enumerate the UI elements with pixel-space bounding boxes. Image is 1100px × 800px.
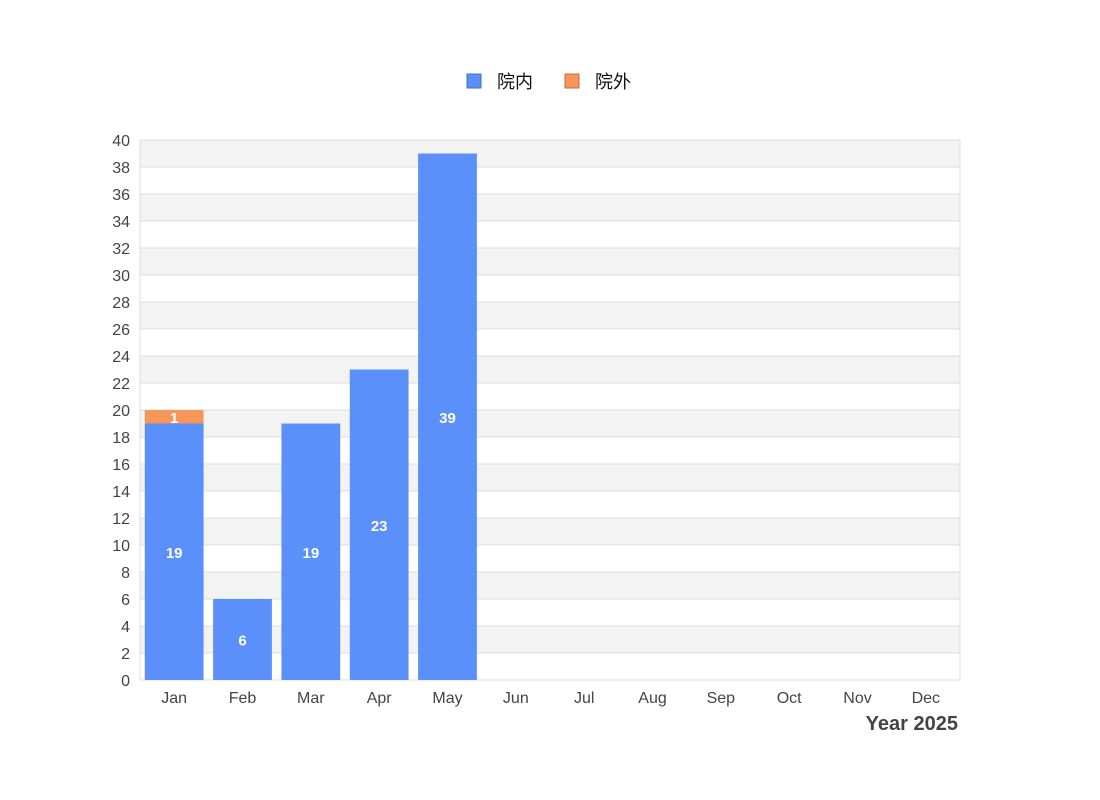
grid-band [140,356,960,383]
y-tick-label: 22 [112,376,130,393]
grid-band [140,302,960,329]
data-label-inside-jan: 19 [166,545,183,562]
bars [144,153,477,680]
y-tick-label: 34 [112,214,130,231]
x-tick-label: Dec [912,690,940,707]
data-label-outside-jan: 1 [170,410,178,427]
bar-outside-jan [144,410,204,424]
y-tick-label: 12 [112,511,130,528]
data-label-inside-apr: 23 [371,518,388,535]
y-tick-label: 40 [112,133,130,150]
y-tick-label: 14 [112,484,130,501]
y-tick-label: 24 [112,349,130,366]
data-label-inside-may: 39 [439,410,456,427]
legend: 院内 院外 [466,72,631,93]
y-tick-label: 38 [112,160,130,177]
x-tick-label: Aug [638,690,666,707]
grid-band [140,410,960,437]
legend-label-outside: 院外 [595,72,631,93]
grid-band [140,599,960,626]
y-tick-label: 2 [121,646,130,663]
grid-band [140,545,960,572]
x-axis-title: Year 2025 [866,713,958,735]
x-axis: Jan Feb Mar Apr May Jun Jul Aug Sep Oct Nov Dec [161,690,940,707]
y-tick-label: 28 [112,295,130,312]
legend-label-inside: 院内 [497,72,533,93]
grid-band [140,140,960,167]
grid-band [140,167,960,194]
grid-band [140,626,960,653]
grid-band [140,572,960,599]
bar-inside-may [418,153,477,680]
y-tick-label: 18 [112,430,130,447]
bar-inside-mar [281,423,341,680]
bar-inside-jan [144,423,204,680]
y-tick-label: 30 [112,268,130,285]
grid-band [140,491,960,518]
x-tick-label: Feb [229,690,257,707]
y-tick-label: 26 [112,322,130,339]
y-tick-label: 4 [121,619,130,636]
bar-inside-feb [213,599,272,680]
x-tick-label: Sep [707,690,736,707]
grid-band [140,275,960,302]
grid-band [140,653,960,680]
legend-swatch-inside [466,73,482,89]
grid-band [140,329,960,356]
bar-labels: 19 1 6 19 23 39 [166,410,456,650]
grid-band [140,383,960,410]
grid-band [140,221,960,248]
y-tick-label: 16 [112,457,130,474]
legend-item-outside[interactable]: 院外 [564,72,631,93]
plot-border [139,139,961,681]
x-tick-label: Oct [777,690,802,707]
x-tick-label: Apr [367,690,393,707]
grid-band [140,194,960,221]
plot-background [139,139,961,681]
y-tick-label: 10 [112,538,130,555]
x-tick-label: Mar [297,690,325,707]
x-tick-label: Jun [503,690,529,707]
y-tick-label: 8 [121,565,130,582]
data-label-inside-mar: 19 [302,545,319,562]
x-tick-label: Jan [161,690,187,707]
bar-inside-apr [349,369,409,680]
legend-swatch-outside [564,73,580,89]
legend-item-inside[interactable]: 院内 [466,72,533,93]
x-tick-label: Jul [574,690,594,707]
grid-band [140,248,960,275]
grid-band [140,518,960,545]
grid-band [140,464,960,491]
y-tick-label: 0 [121,673,130,690]
y-tick-label: 6 [121,592,130,609]
data-label-inside-feb: 6 [238,633,246,650]
x-tick-label: Nov [843,690,871,707]
grid-band [140,437,960,464]
y-tick-label: 32 [112,241,130,258]
x-tick-label: May [432,690,462,707]
y-tick-label: 36 [112,187,130,204]
y-tick-label: 20 [112,403,130,420]
